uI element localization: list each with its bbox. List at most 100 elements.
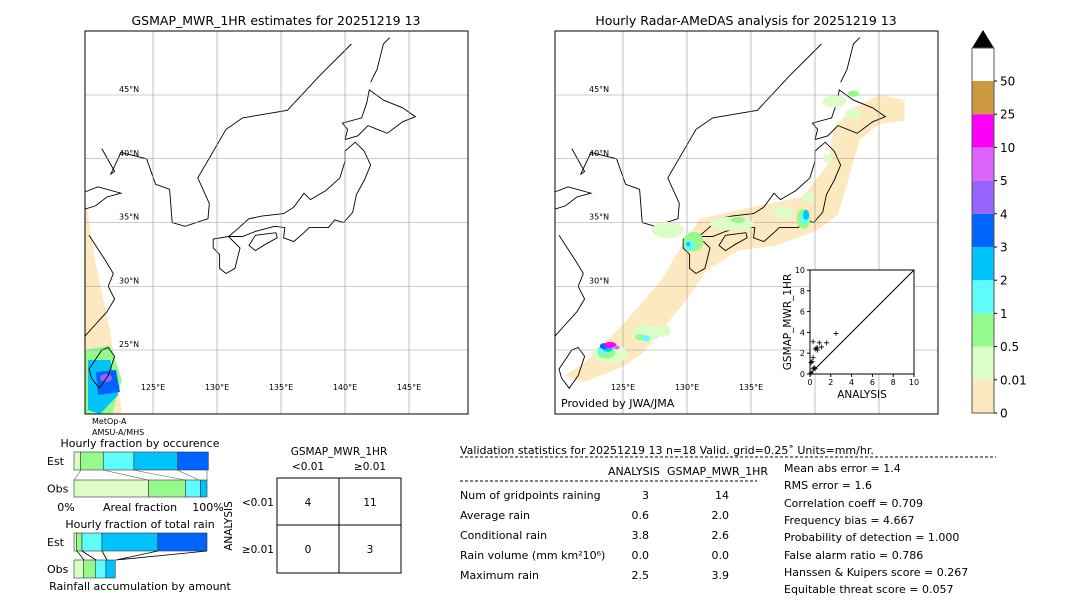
coastline	[697, 141, 842, 243]
stats-col-gsmap: GSMAP_MWR_1HR	[667, 465, 769, 478]
stats-row-analysis: 3	[642, 489, 649, 502]
colorbar-label: 2	[1000, 274, 1008, 288]
total-rain-title: Hourly fraction of total rain	[65, 518, 214, 531]
occurrence-title: Hourly fraction by occurence	[61, 437, 220, 450]
bar-category-label: Obs	[47, 483, 69, 496]
contingency-cell: 0	[305, 544, 312, 556]
longitude-label: 135°E	[269, 383, 293, 392]
rain-area-light-green	[845, 109, 862, 120]
colorbar-frame	[971, 47, 995, 414]
scatter-point	[809, 359, 815, 365]
colorbar-segment	[972, 280, 994, 314]
coastline	[555, 186, 593, 210]
longitude-label: 140°E	[333, 383, 357, 392]
stats-row-gsmap: 3.9	[711, 569, 730, 582]
bar-connector	[73, 469, 208, 481]
coastline	[555, 235, 586, 337]
rain-area-light-green	[773, 206, 793, 219]
colorbar-label: 25	[1000, 108, 1015, 122]
axis-max-label: 100%	[192, 501, 223, 514]
bar-connector	[76, 550, 208, 561]
map-title: Hourly Radar-AMeDAS analysis for 2025121…	[595, 13, 896, 28]
map-frame	[84, 30, 469, 415]
longitude-label: 125°E	[141, 383, 165, 392]
rain-area-blue	[686, 242, 691, 247]
credit-label: Provided by JWA/JMA	[561, 397, 675, 410]
coastline	[616, 43, 822, 227]
bar-category-label: Obs	[47, 563, 69, 576]
stats-header: Validation statistics for 20251219 13 n=…	[460, 444, 874, 457]
latitude-label: 45°N	[119, 85, 139, 94]
colorbar-segment	[972, 313, 994, 347]
score-line: Hanssen & Kuipers score = 0.267	[784, 565, 969, 579]
bar-category-label: Est	[47, 455, 65, 468]
colorbar-label: 0.5	[1000, 340, 1019, 354]
colorbar-label: 1	[1000, 307, 1008, 321]
latitude-label: 40°N	[589, 149, 609, 158]
y-tick-label: 0	[800, 370, 805, 379]
rain-area-light-green	[651, 222, 684, 239]
coastline	[571, 148, 617, 176]
occ-bar-segment	[73, 479, 149, 498]
x-tick-label: 2	[828, 378, 833, 387]
rain-area-magenta	[604, 341, 617, 348]
rain-area-light	[565, 95, 905, 382]
colorbar-extend-arrow	[972, 30, 994, 48]
coastline	[146, 43, 352, 227]
rain-area-cyan	[642, 335, 651, 342]
x-tick-label: 8	[891, 378, 896, 387]
scatter-point	[811, 365, 817, 371]
occ-bar-segment	[80, 451, 104, 471]
contingency-col-header: <0.01	[292, 461, 324, 473]
coastline	[85, 235, 116, 337]
y-tick-label: 8	[800, 287, 805, 296]
stats-row-analysis: 0.6	[631, 509, 650, 522]
rain-bar-segment	[81, 532, 103, 552]
y-tick-label: 6	[800, 308, 805, 317]
contingency-cell: 3	[367, 544, 374, 556]
rain-bar-segment	[83, 559, 96, 579]
map-title: GSMAP_MWR_1HR estimates for 20251219 13	[132, 13, 421, 28]
rain-area-green	[847, 90, 860, 97]
score-line: Equitable threat score = 0.057	[784, 583, 954, 597]
scatter-xlabel: ANALYSIS	[837, 389, 887, 401]
rain-area-green	[731, 216, 746, 223]
stats-row-gsmap: 2.0	[711, 509, 730, 522]
stats-row-label: Num of gridpoints raining	[460, 489, 601, 502]
colorbar-segment	[972, 247, 994, 281]
stats-row-analysis: 3.8	[631, 529, 650, 542]
stats-row-label: Rain volume (mm km²10⁶)	[460, 549, 606, 562]
rain-bar-segment	[73, 532, 77, 552]
occ-bar-segment	[185, 479, 201, 498]
rain-area-light-green	[802, 192, 815, 202]
score-line: RMS error = 1.6	[784, 479, 872, 493]
score-line: Frequency bias = 4.667	[784, 513, 915, 527]
sensor-label: AMSU-A/MHS	[92, 428, 144, 437]
occ-bar-segment	[133, 451, 179, 471]
rain-area-light-green	[654, 324, 671, 337]
rain-bar-segment	[157, 532, 208, 552]
rain-area-light-green	[822, 95, 847, 108]
rain-bar-segment	[94, 559, 107, 579]
score-line: False alarm ratio = 0.786	[784, 548, 924, 562]
latitude-label: 30°N	[589, 276, 609, 285]
rain-area-blue	[803, 209, 810, 220]
scatter-point	[812, 366, 818, 372]
coastline	[811, 89, 887, 141]
longitude-label: 135°E	[739, 383, 763, 392]
scatter-point	[808, 370, 814, 376]
scatter-point	[816, 340, 822, 346]
coastline	[718, 232, 748, 252]
map-frame	[554, 30, 939, 415]
scatter-point	[814, 347, 820, 353]
latitude-label: 25°N	[119, 340, 139, 349]
y-tick-label: 2	[800, 349, 805, 358]
colorbar-segment	[972, 147, 994, 181]
rain-bar-segment	[76, 532, 83, 552]
latitude-label: 40°N	[119, 149, 139, 158]
longitude-label: 145°E	[397, 383, 421, 392]
colorbar-segment	[972, 114, 994, 148]
occ-bar-segment	[148, 479, 187, 498]
